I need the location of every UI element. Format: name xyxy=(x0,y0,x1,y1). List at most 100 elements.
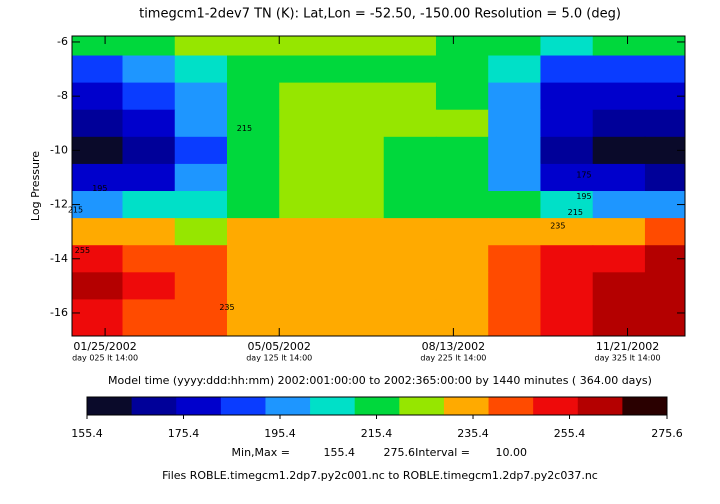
interval-value: 10.00 xyxy=(496,446,528,459)
y-tick-label: -8 xyxy=(57,89,68,102)
cell xyxy=(435,136,489,165)
cell xyxy=(174,299,228,337)
max-value: 275.6 xyxy=(384,446,416,459)
cell xyxy=(331,272,385,300)
min-value: 155.4 xyxy=(324,446,356,459)
model-time: Model time (yyyy:ddd:hh:mm) 2002:001:00:… xyxy=(108,374,652,387)
cell xyxy=(72,36,124,57)
cell xyxy=(226,136,280,165)
cell xyxy=(72,109,124,138)
cell xyxy=(331,218,385,246)
cell xyxy=(226,36,280,57)
cell xyxy=(72,245,124,273)
cell xyxy=(72,163,124,192)
cell xyxy=(435,245,489,273)
cell xyxy=(331,163,385,192)
cell xyxy=(279,109,332,138)
cell xyxy=(174,82,228,111)
files: Files ROBLE.timegcm1.2dp7.py2c001.nc to … xyxy=(162,469,598,482)
cell xyxy=(488,82,541,111)
cell xyxy=(174,36,228,57)
cell xyxy=(226,191,280,219)
colorbar-box xyxy=(622,397,668,415)
colorbar-label: 155.4 xyxy=(71,427,103,440)
cell xyxy=(174,136,228,165)
cell xyxy=(331,191,385,219)
cell xyxy=(174,272,228,300)
x-tick-label: 11/21/2002 xyxy=(596,340,659,353)
cell xyxy=(540,82,594,111)
cell xyxy=(279,36,332,57)
cell xyxy=(435,55,489,84)
colorbar-label: 275.6 xyxy=(651,427,683,440)
cell xyxy=(226,163,280,192)
cell xyxy=(383,245,437,273)
cell xyxy=(540,299,594,337)
cell xyxy=(226,109,280,138)
colorbar-box xyxy=(220,397,266,415)
cell xyxy=(122,163,176,192)
cell xyxy=(644,55,686,84)
cell xyxy=(644,109,686,138)
cell xyxy=(540,55,594,84)
cell xyxy=(488,55,541,84)
cell xyxy=(383,191,437,219)
contour-label: 175 xyxy=(576,170,591,179)
cell xyxy=(72,299,124,337)
contour-label: 195 xyxy=(576,192,591,201)
cell xyxy=(331,299,385,337)
cell xyxy=(540,191,594,219)
cell xyxy=(226,272,280,300)
cell xyxy=(592,299,646,337)
y-tick-label: -12 xyxy=(50,198,68,211)
cell xyxy=(592,136,646,165)
cell xyxy=(435,109,489,138)
cell xyxy=(592,55,646,84)
contour-label: 255 xyxy=(75,246,90,255)
cell xyxy=(435,36,489,57)
cell xyxy=(540,163,594,192)
cell xyxy=(226,218,280,246)
cell xyxy=(279,136,332,165)
cell xyxy=(122,82,176,111)
colorbar-label: 175.4 xyxy=(168,427,200,440)
cell xyxy=(72,272,124,300)
x-tick-sublabel: day 225 lt 14:00 xyxy=(420,354,486,363)
cell xyxy=(331,109,385,138)
cell xyxy=(488,218,541,246)
cell xyxy=(279,191,332,219)
cell xyxy=(72,191,124,219)
cell xyxy=(435,218,489,246)
cell xyxy=(331,82,385,111)
cell xyxy=(383,82,437,111)
cell xyxy=(72,218,124,246)
colorbar-label: 255.4 xyxy=(554,427,586,440)
cell xyxy=(122,109,176,138)
cell xyxy=(383,272,437,300)
contour-label: 195 xyxy=(92,184,107,193)
y-tick-label: -10 xyxy=(50,143,68,156)
cell xyxy=(279,272,332,300)
colorbar-box xyxy=(131,397,177,415)
cell xyxy=(122,272,176,300)
cell xyxy=(488,272,541,300)
cell xyxy=(644,163,686,192)
cell xyxy=(226,299,280,337)
colorbar-box xyxy=(488,397,534,415)
cell xyxy=(435,299,489,337)
cell xyxy=(644,272,686,300)
cell xyxy=(488,109,541,138)
cell xyxy=(592,245,646,273)
cell xyxy=(122,55,176,84)
cell xyxy=(540,272,594,300)
cell xyxy=(174,163,228,192)
cell xyxy=(122,36,176,57)
cell xyxy=(174,218,228,246)
cell xyxy=(279,82,332,111)
cell xyxy=(592,218,646,246)
x-tick-label: 01/25/2002 xyxy=(73,340,136,353)
colorbar-box xyxy=(399,397,445,415)
cell xyxy=(592,109,646,138)
cell xyxy=(435,82,489,111)
